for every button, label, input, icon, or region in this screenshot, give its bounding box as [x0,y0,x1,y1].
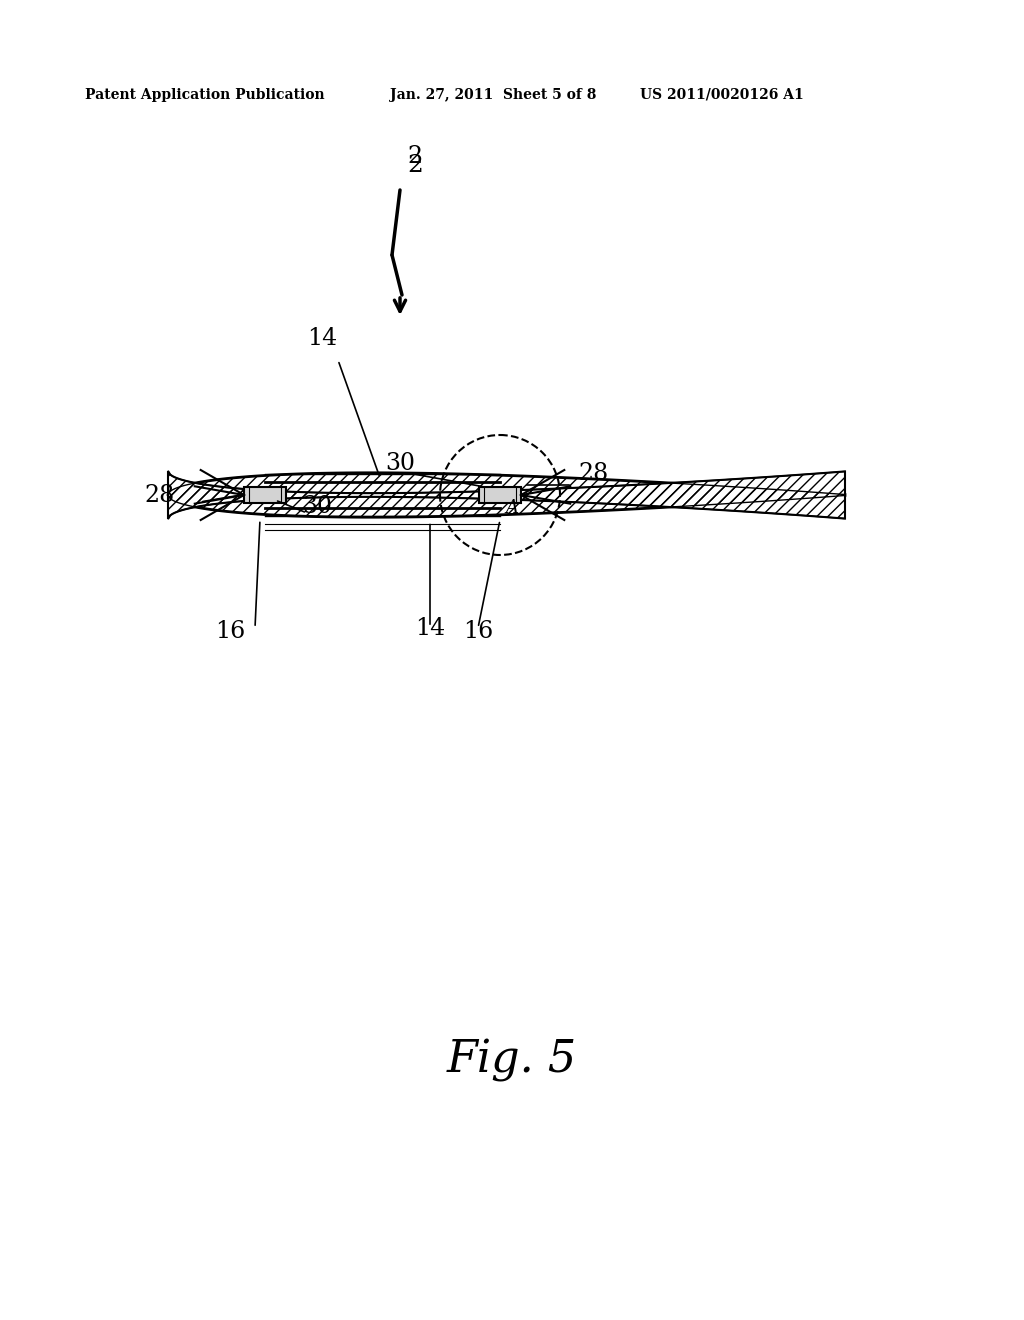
Text: 28: 28 [578,462,608,484]
Text: Patent Application Publication: Patent Application Publication [85,88,325,102]
Text: 16: 16 [215,620,245,643]
Text: 2: 2 [408,153,423,177]
Text: 2: 2 [408,145,423,168]
Bar [479,487,521,503]
Text: 28: 28 [144,484,175,507]
Text: 30: 30 [385,451,415,475]
Text: 30: 30 [302,495,332,517]
Text: A: A [506,499,518,517]
Text: Jan. 27, 2011  Sheet 5 of 8: Jan. 27, 2011 Sheet 5 of 8 [390,88,596,102]
Text: 16: 16 [463,620,494,643]
Text: 14: 14 [307,327,337,350]
Polygon shape [168,473,845,517]
Polygon shape [168,471,845,519]
Text: 14: 14 [415,616,445,640]
Text: Fig. 5: Fig. 5 [446,1039,578,1081]
Text: US 2011/0020126 A1: US 2011/0020126 A1 [640,88,804,102]
Bar [244,487,286,503]
